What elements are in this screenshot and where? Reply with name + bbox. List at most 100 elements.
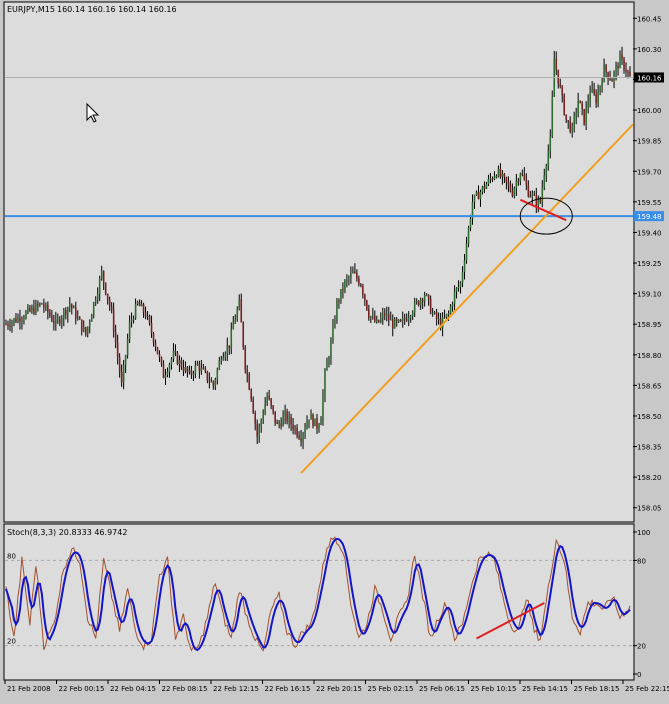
candle-body xyxy=(409,316,412,318)
candle-body xyxy=(286,411,288,422)
candle-body xyxy=(11,322,13,327)
candle-body xyxy=(190,370,193,375)
candle-body xyxy=(611,79,613,82)
candle-body xyxy=(381,313,384,318)
candle-body xyxy=(328,358,330,364)
candle-body xyxy=(473,194,476,203)
candle-body xyxy=(254,413,257,424)
candle-body xyxy=(158,353,161,358)
candle-body xyxy=(338,300,340,302)
candle-body xyxy=(565,114,568,121)
candle-body xyxy=(17,317,19,322)
candle-body xyxy=(82,327,85,332)
candle-body xyxy=(407,317,410,321)
price-tick-label: 159.40 xyxy=(637,229,662,237)
candle-body xyxy=(63,310,65,319)
candle-body xyxy=(515,181,518,189)
candle-body xyxy=(154,342,157,348)
candle-body xyxy=(547,151,550,166)
candle-body xyxy=(387,313,390,321)
candle-body xyxy=(431,313,434,315)
candle-body xyxy=(577,100,579,113)
price-tick-label: 158.65 xyxy=(637,382,662,390)
candle-body xyxy=(296,427,298,436)
candle-body xyxy=(447,313,450,315)
candle-body xyxy=(282,416,284,426)
candle-body xyxy=(176,352,179,365)
candle-body xyxy=(92,302,95,316)
time-tick-label: 22 Feb 08:15 xyxy=(162,685,208,693)
candle-body xyxy=(214,379,217,386)
candle-body xyxy=(160,357,163,364)
candle-body xyxy=(427,294,430,299)
candle-body xyxy=(314,418,316,426)
candle-body xyxy=(116,342,119,358)
candle-body xyxy=(104,282,107,294)
candle-body xyxy=(94,300,97,303)
candle-body xyxy=(391,319,394,329)
candle-body xyxy=(138,302,141,307)
candle-body xyxy=(102,271,105,283)
candle-body xyxy=(589,92,591,102)
candle-body xyxy=(88,321,91,327)
candle-body xyxy=(507,182,510,185)
candle-body xyxy=(198,363,201,372)
level-price-label: 159.48 xyxy=(637,213,662,221)
candle-body xyxy=(220,359,223,361)
candle-body xyxy=(106,293,109,300)
candle-body xyxy=(288,416,290,422)
candle-body xyxy=(334,320,336,327)
candle-body xyxy=(76,317,79,319)
candle-body xyxy=(19,317,21,322)
candle-body xyxy=(413,302,416,313)
candle-body xyxy=(13,318,15,323)
candle-body xyxy=(170,358,173,365)
candle-body xyxy=(336,300,338,321)
candle-body xyxy=(350,273,352,278)
candle-body xyxy=(55,319,57,324)
candle-body xyxy=(370,316,372,319)
candle-body xyxy=(619,54,621,69)
stoch-axis: 100 80 20 0 xyxy=(633,529,650,679)
candle-body xyxy=(320,420,322,425)
candle-body xyxy=(114,332,117,343)
candle-body xyxy=(276,422,278,424)
candle-body xyxy=(330,341,332,359)
candle-body xyxy=(332,326,334,342)
time-tick-label: 25 Feb 22:15 xyxy=(625,685,669,693)
candle-body xyxy=(449,306,452,314)
candle-body xyxy=(555,59,558,70)
candle-body xyxy=(15,318,17,322)
candle-body xyxy=(112,309,115,333)
candle-body xyxy=(368,309,370,319)
candle-body xyxy=(583,109,585,125)
candle-body xyxy=(340,289,342,302)
candle-body xyxy=(182,367,185,372)
time-tick-label: 22 Feb 04:15 xyxy=(110,685,156,693)
candle-body xyxy=(605,65,607,73)
divergence-line-stoch xyxy=(476,602,545,640)
candle-body xyxy=(292,424,294,430)
candle-body xyxy=(264,404,266,415)
level-price-label-box xyxy=(634,211,664,222)
candle-body xyxy=(162,363,165,378)
candle-body xyxy=(49,312,51,316)
candle-body xyxy=(172,350,175,359)
candle-body xyxy=(537,198,540,206)
price-axis: 160.45160.30160.15160.00159.85159.70159.… xyxy=(633,15,664,513)
stoch-main-line xyxy=(5,536,631,652)
candle-body xyxy=(503,173,506,178)
candle-body xyxy=(385,313,388,316)
candle-body xyxy=(70,304,73,308)
candle-body xyxy=(218,360,221,370)
candle-body xyxy=(378,320,380,322)
candle-body xyxy=(312,414,314,426)
candle-body xyxy=(238,299,241,310)
candle-body xyxy=(627,71,629,73)
candle-body xyxy=(232,323,235,330)
annotations xyxy=(5,76,634,474)
candle-body xyxy=(186,367,189,372)
price-tick-label: 159.10 xyxy=(637,291,662,299)
candle-body xyxy=(150,322,153,334)
candle-body xyxy=(72,307,75,309)
